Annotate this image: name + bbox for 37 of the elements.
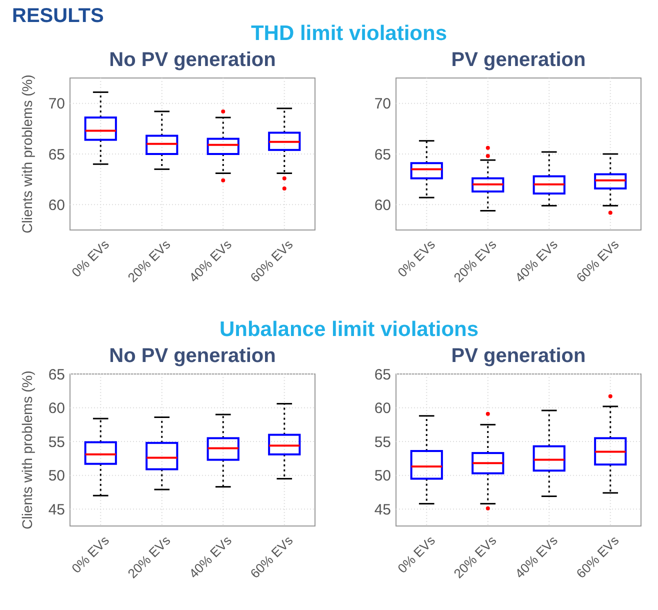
y-tick-label: 65 [374,146,391,164]
y-axis-title: Clients with problems (%) [19,74,35,234]
y-tick-label: 50 [48,468,65,485]
y-tick-label: 70 [48,96,65,113]
y-tick-label: 60 [374,196,391,214]
chart-title: PV generation [451,345,586,367]
text: THD limit violations [250,22,448,45]
x-tick-label: 0% EVs [68,236,112,280]
y-tick-label: 50 [374,468,391,485]
chart-title: PV generation [451,49,586,71]
y-tick-label: 65 [48,366,65,384]
y-tick-label: 45 [374,501,391,518]
x-tick-label: 40% EVs [186,532,235,582]
x-tick-label: 60% EVs [573,532,622,582]
x-tick-label: 60% EVs [247,236,296,286]
text: Unbalance limit violations [219,318,479,341]
y-tick-label: 45 [48,501,65,518]
x-tick-label: 60% EVs [573,236,622,286]
chart-title: No PV generation [109,345,276,367]
y-tick-label: 65 [374,366,391,384]
x-tick-label: 0% EVs [394,532,438,576]
y-tick-label: 70 [374,96,391,113]
y-axis-title: Clients with problems (%) [19,370,35,530]
x-tick-label: 0% EVs [394,236,438,280]
y-tick-label: 60 [48,196,65,214]
y-tick-label: 55 [374,434,391,451]
y-tick-label: 60 [374,400,391,418]
x-tick-label: 40% EVs [186,236,235,286]
y-tick-label: 60 [48,400,65,418]
chart-title: No PV generation [109,49,276,71]
y-tick-label: 65 [48,146,65,164]
x-tick-label: 40% EVs [512,236,561,286]
x-tick-label: 60% EVs [247,532,296,582]
x-tick-label: 40% EVs [512,532,561,582]
x-tick-label: 0% EVs [68,532,112,576]
text: RESULTS [12,5,104,27]
y-tick-label: 55 [48,434,65,451]
